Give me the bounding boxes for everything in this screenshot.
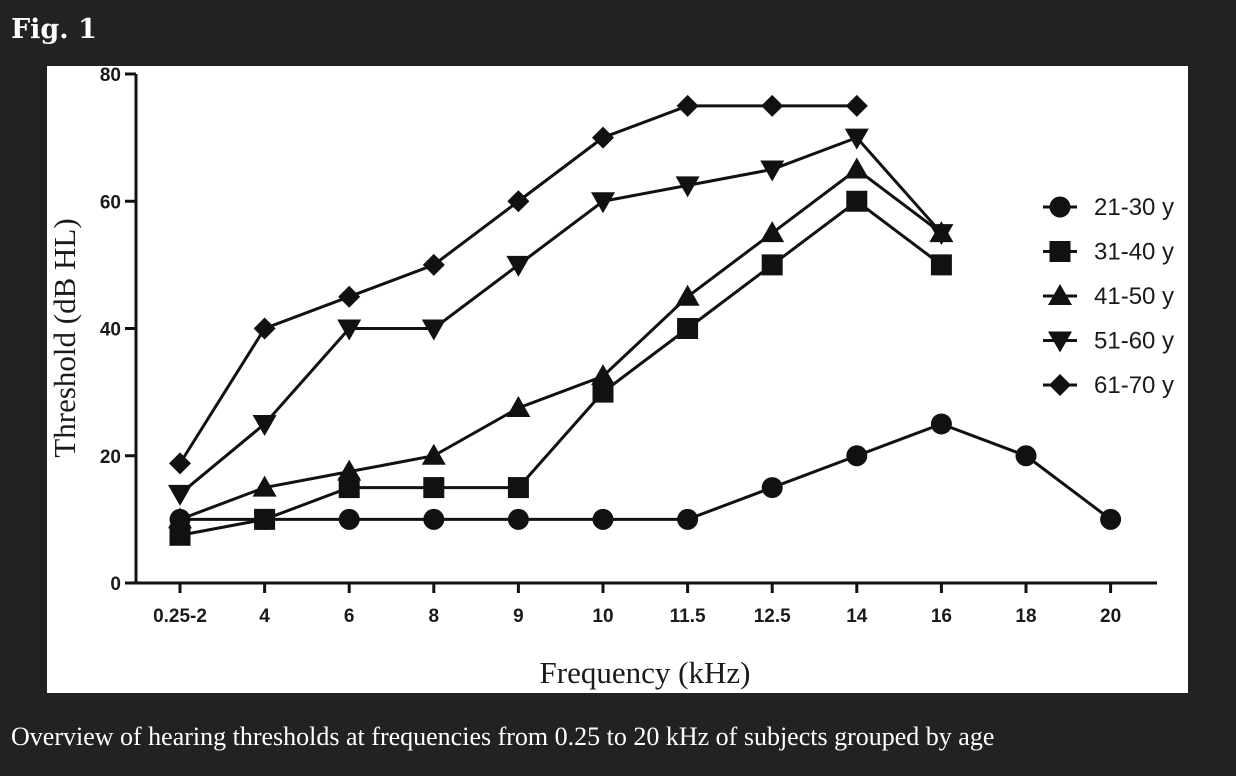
data-point [591,192,615,214]
data-point [592,508,614,530]
data-point [423,508,445,530]
legend-marker [1048,331,1072,353]
data-point [844,157,869,179]
x-tick-label: 14 [846,606,868,627]
data-point [760,160,785,182]
data-point [677,508,699,530]
data-point [677,318,699,339]
data-point [592,381,614,403]
data-point [592,126,614,149]
legend-item: 41-50 y [1043,283,1174,310]
legend: 21-30 y 31-40 y 41-50 y 51-60 y 61-70 y [1043,194,1174,399]
data-point [761,94,784,117]
axes: 0 20 40 60 80 0.25-2 4 6 8 9 10 11.5 12.5 14 16 18 20 [100,66,1157,627]
data-point [846,190,868,212]
data-point [846,445,868,467]
data-point [675,176,700,198]
legend-marker [1049,196,1071,218]
y-tick-label: 40 [100,320,121,341]
data-point [168,484,192,506]
data-point [760,221,785,243]
data-point [507,508,529,530]
y-tick-label: 80 [100,66,121,86]
data-point [930,413,952,435]
series-21-30-y [169,413,1122,530]
y-tick-label: 20 [100,447,121,468]
chart-panel: 0 20 40 60 80 0.25-2 4 6 8 9 10 11.5 12.5 14 16 18 20 21… [47,66,1188,693]
x-tick-label: 20 [1100,606,1121,627]
data-point [507,477,529,499]
legend-label: 41-50 y [1094,283,1174,310]
data-point [676,94,699,117]
series-61-70-y [169,94,868,475]
data-point [1100,508,1122,530]
x-tick-label: 0.25-2 [153,606,207,627]
x-tick-label: 9 [513,606,524,627]
data-point [506,255,531,277]
data-point [422,253,445,276]
data-point [338,477,360,499]
data-point [761,254,783,276]
data-point [675,284,700,306]
x-tick-label: 6 [344,606,355,627]
data-point [168,507,192,529]
series-line [180,422,1112,521]
data-point [506,396,531,418]
figure-label: Fig. 1 [11,14,97,45]
series-51-60-y [168,128,954,506]
data-point [253,317,276,340]
data-point [845,94,868,117]
line-chart: 0 20 40 60 80 0.25-2 4 6 8 9 10 11.5 12.5 14 16 18 20 21… [47,66,1174,690]
data-point [338,285,361,308]
x-axis-title: Frequency (kHz) [540,655,751,690]
figure-caption: Overview of hearing thresholds at freque… [11,722,995,751]
legend-label: 21-30 y [1094,194,1174,221]
y-tick-label: 60 [100,192,121,213]
data-point [254,508,276,530]
data-point [169,452,191,475]
data-point [423,477,445,499]
data-point [844,128,869,150]
legend-marker [1049,241,1071,262]
data-point [929,224,954,246]
data-point [761,477,783,499]
series-41-50-y [168,157,954,529]
x-tick-label: 8 [429,606,440,627]
legend-item: 31-40 y [1043,239,1174,266]
data-point [169,524,191,546]
legend-marker [1048,284,1072,305]
y-axis-title: Threshold (dB HL) [47,218,82,457]
series-line [179,199,943,537]
data-point [591,364,615,386]
series-31-40-y [169,190,952,546]
data-point [1015,445,1037,467]
data-point [507,190,530,213]
data-point [252,475,277,497]
data-point [930,254,952,276]
data-point [421,319,446,341]
data-point [337,319,362,341]
legend-label: 31-40 y [1094,239,1174,266]
y-tick-label: 0 [110,574,121,595]
data-point [338,508,360,530]
data-point [252,414,277,436]
x-tick-label: 11.5 [670,606,706,627]
x-tick-label: 18 [1015,606,1036,627]
series-layer [168,94,1122,546]
x-tick-label: 4 [259,606,270,627]
data-point [337,459,362,481]
x-tick-label: 10 [592,606,613,627]
legend-marker [1049,374,1071,396]
legend-label: 51-60 y [1094,328,1174,355]
legend-item: 51-60 y [1043,328,1174,355]
x-tick-label: 12.5 [754,606,791,627]
series-line [179,167,943,521]
series-line [179,135,943,496]
legend-item: 61-70 y [1043,372,1174,399]
legend-label: 61-70 y [1094,372,1174,399]
legend-item: 21-30 y [1043,194,1174,221]
data-point [421,443,446,465]
x-tick-label: 16 [931,606,952,627]
